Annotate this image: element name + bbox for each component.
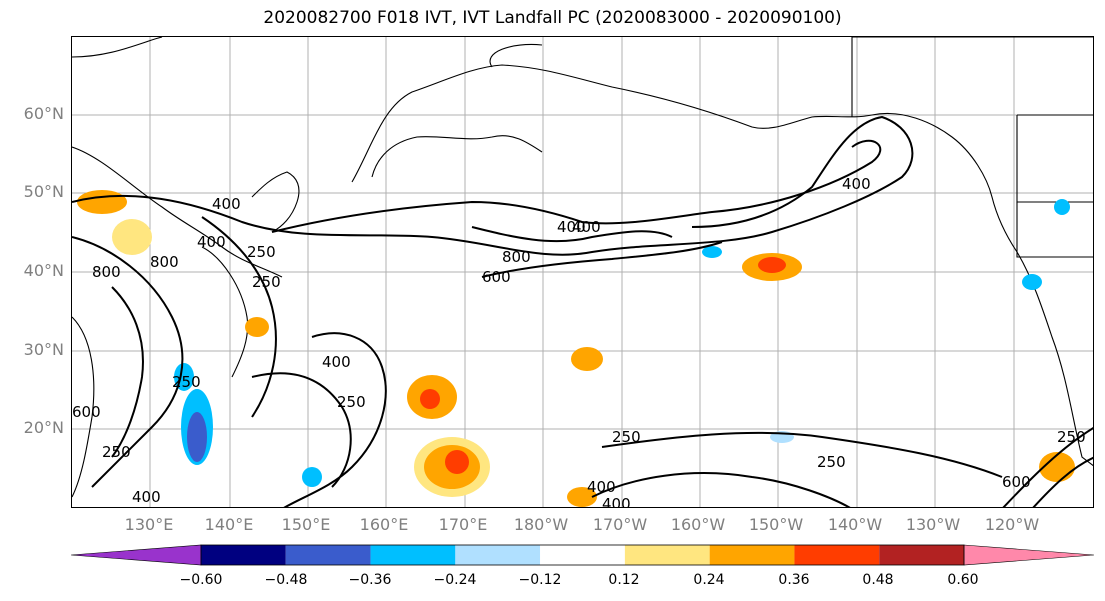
contour-label: 400 — [132, 488, 161, 506]
colorbar-tick: 0.48 — [862, 572, 894, 588]
colorbar-tick: 0.36 — [778, 572, 810, 588]
contour-label: 400 — [602, 495, 631, 508]
contour-label: 250 — [252, 273, 281, 291]
contour-label: 400 — [572, 218, 601, 236]
colorbar-segment — [455, 545, 541, 565]
contour-label: 600 — [1002, 473, 1031, 491]
lon-label-130e: 130°E — [124, 515, 174, 534]
lon-label-170w: 170°W — [592, 515, 648, 534]
colorbar-segment — [285, 545, 371, 565]
lon-label-170e: 170°E — [438, 515, 488, 534]
lon-label-160e: 160°E — [359, 515, 409, 534]
contour-label: 250 — [247, 243, 276, 261]
colorbar-tick: 0.24 — [693, 572, 725, 588]
map-title: 2020082700 F018 IVT, IVT Landfall PC (20… — [263, 8, 842, 28]
colorbar-tick: −0.24 — [433, 572, 477, 588]
colorbar-tick: −0.48 — [264, 572, 308, 588]
colorbar-tick: 0.60 — [947, 572, 979, 588]
colorbar-segment — [370, 545, 456, 565]
colorbar-segment — [794, 545, 880, 565]
map-panel: 400 800 250 400 800 600 800 400 400 250 … — [71, 36, 1094, 508]
contour-label: 250 — [1057, 428, 1086, 446]
contour-label: 800 — [150, 253, 179, 271]
lon-label-120w: 120°W — [984, 515, 1040, 534]
map-canvas: 400 800 250 400 800 600 800 400 400 250 … — [72, 37, 1093, 508]
lat-label-40n: 40°N — [23, 261, 64, 280]
colorbar-outline — [200, 544, 965, 566]
colorbar-segment — [71, 544, 202, 566]
contour-label: 600 — [482, 268, 511, 286]
contour-label: 400 — [842, 175, 871, 193]
contour-label: 250 — [102, 443, 131, 461]
lat-label-60n: 60°N — [23, 104, 64, 123]
colorbar-segment — [963, 544, 1094, 566]
lon-label-150e: 150°E — [281, 515, 331, 534]
lat-label-50n: 50°N — [23, 182, 64, 201]
lon-label-160w: 160°W — [670, 515, 726, 534]
contour-label: 250 — [337, 393, 366, 411]
contour-label: 250 — [172, 373, 201, 391]
ivt-anomaly-shading — [77, 190, 1075, 507]
contour-label: 800 — [502, 248, 531, 266]
colorbar-tick: 0.12 — [608, 572, 640, 588]
contour-label: 250 — [817, 453, 846, 471]
contour-label: 600 — [72, 403, 101, 421]
contour-label: 800 — [92, 263, 121, 281]
colorbar-segment — [201, 545, 286, 565]
colorbar-segment — [540, 545, 625, 565]
lon-label-140w: 140°W — [827, 515, 883, 534]
lat-label-20n: 20°N — [23, 418, 64, 437]
contour-label: 400 — [197, 233, 226, 251]
colorbar-segment — [709, 545, 795, 565]
lon-label-130w: 130°W — [905, 515, 961, 534]
colorbar-segment — [624, 545, 710, 565]
coastlines — [72, 37, 1093, 498]
colorbar-tick: −0.36 — [348, 572, 392, 588]
lon-label-150w: 150°W — [748, 515, 804, 534]
contour-label: 400 — [322, 353, 351, 371]
contour-label: 400 — [212, 195, 241, 213]
colorbar — [71, 544, 1094, 566]
lat-label-30n: 30°N — [23, 340, 64, 359]
colorbar-tick: −0.12 — [518, 572, 562, 588]
contour-label: 400 — [587, 478, 616, 496]
lon-label-180w: 180°W — [513, 515, 569, 534]
graticule — [72, 37, 1093, 507]
colorbar-segment — [879, 545, 964, 565]
contour-labels: 400 800 250 400 800 600 800 400 400 250 … — [72, 175, 1086, 508]
contour-label: 250 — [612, 428, 641, 446]
lon-label-140e: 140°E — [204, 515, 254, 534]
contour-label: 400 — [557, 218, 586, 236]
colorbar-tick: −0.60 — [179, 572, 223, 588]
ivt-contours — [72, 115, 1093, 507]
